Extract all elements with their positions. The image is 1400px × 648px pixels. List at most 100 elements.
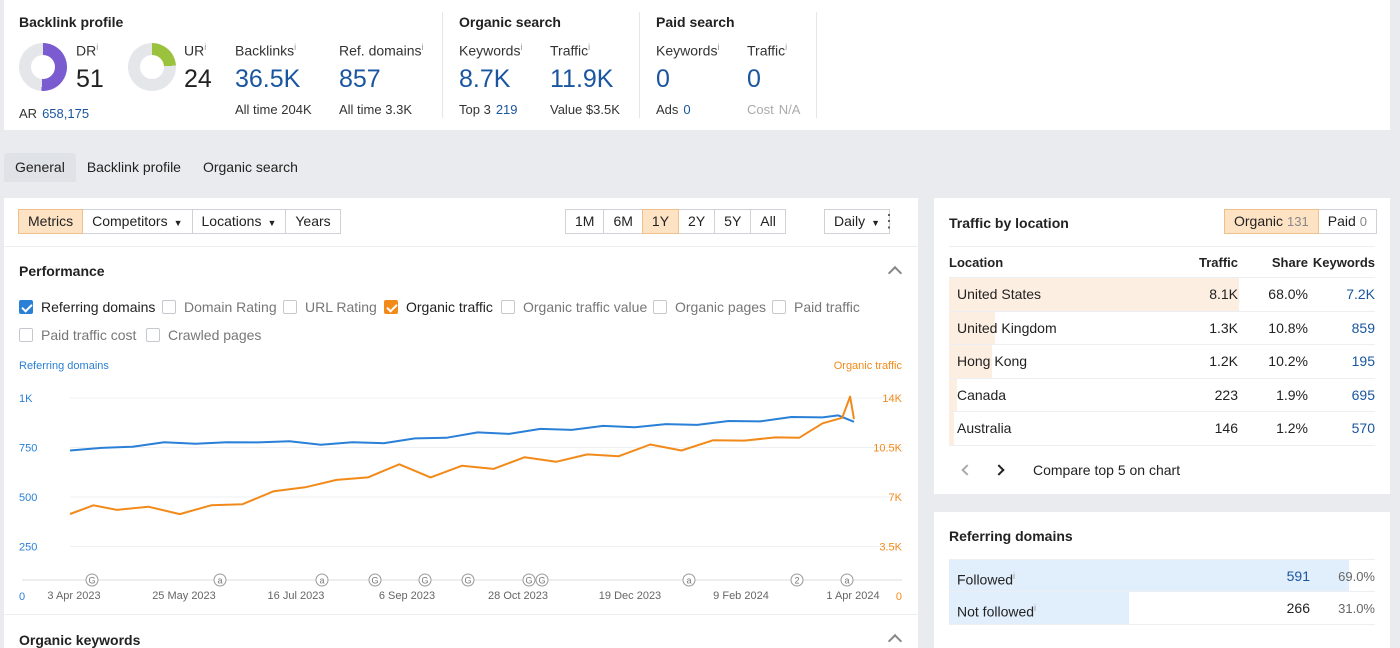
col-traffic[interactable]: Traffic — [1198, 255, 1238, 270]
next-page-icon[interactable] — [993, 464, 1005, 476]
checkbox-url-rating[interactable]: URL Rating — [283, 299, 377, 315]
x-tick-label: 16 Jul 2023 — [268, 590, 325, 602]
competitors-dropdown[interactable]: Competitors ▼ — [82, 209, 193, 234]
checkbox-referring-domains[interactable]: Referring domains — [19, 299, 155, 315]
info-icon[interactable]: i — [294, 42, 297, 52]
organic-traffic-metric[interactable]: Traffici 11.9K Value $3.5K — [550, 42, 620, 117]
info-icon[interactable]: i — [588, 42, 591, 52]
location-row[interactable]: United States 8.1K 68.0% 7.2K — [949, 278, 1375, 312]
performance-chart[interactable]: Referring domains Organic traffic 1K 14K 750… — [4, 358, 918, 608]
organic-traffic-value[interactable]: 11.9K — [550, 64, 614, 93]
collapse-chevron-icon[interactable] — [887, 633, 903, 648]
paid-traffic-value[interactable]: 0 — [747, 64, 761, 93]
annotation-label: a — [844, 576, 849, 586]
ar-value-link[interactable]: 658,175 — [42, 106, 90, 121]
organic-toggle-button[interactable]: Organic 131 — [1224, 209, 1319, 234]
location-traffic: 146 — [1214, 420, 1238, 436]
location-keywords-link[interactable]: 195 — [1351, 353, 1375, 369]
col-location[interactable]: Location — [949, 255, 1004, 270]
col-keywords[interactable]: Keywords — [1312, 255, 1375, 270]
more-options-icon[interactable]: ⋮ — [880, 211, 898, 231]
checkbox-domain-rating[interactable]: Domain Rating — [162, 299, 277, 315]
location-keywords-link[interactable]: 7.2K — [1346, 286, 1375, 302]
share-bar — [949, 412, 955, 445]
locations-label: Locations — [201, 213, 262, 229]
checkbox-paid-traffic[interactable]: Paid traffic — [772, 299, 860, 315]
info-icon[interactable]: i — [520, 42, 523, 52]
checkbox-crawled-pages[interactable]: Crawled pages — [146, 327, 261, 343]
divider — [4, 614, 918, 615]
paid-keywords-value[interactable]: 0 — [656, 64, 670, 93]
backlinks-value[interactable]: 36.5K — [235, 64, 301, 93]
followed-value-link[interactable]: 591 — [1286, 568, 1310, 584]
years-button[interactable]: Years — [285, 209, 341, 234]
range-5y-button[interactable]: 5Y — [714, 209, 752, 234]
annotation-label: G — [371, 576, 378, 586]
collapse-chevron-icon[interactable] — [887, 265, 903, 281]
checkbox-unchecked-icon — [146, 328, 160, 342]
metrics-button[interactable]: Metrics — [18, 209, 84, 234]
checkbox-organic-traffic-value[interactable]: Organic traffic value — [501, 299, 647, 315]
location-row[interactable]: United Kingdom 1.3K 10.8% 859 — [949, 311, 1375, 345]
annotation-marker — [368, 573, 382, 587]
prev-page-icon[interactable] — [961, 464, 973, 476]
interval-dropdown[interactable]: Daily ▼ — [824, 209, 891, 234]
organic-keywords-metric[interactable]: Keywordsi 8.7K Top 3 219 — [459, 42, 522, 117]
range-2y-button[interactable]: 2Y — [678, 209, 716, 234]
checkbox-organic-traffic[interactable]: Organic traffic — [384, 299, 493, 315]
location-pager: Compare top 5 on chart — [949, 462, 1180, 478]
location-row[interactable]: Hong Kong 1.2K 10.2% 195 — [949, 345, 1375, 379]
referring-domains-title: Referring domains — [949, 528, 1073, 544]
info-icon[interactable]: i — [204, 42, 207, 52]
annotation-label: a — [217, 576, 222, 586]
ur-metric[interactable]: URi 24 — [184, 42, 212, 94]
overview-panel: Metrics Competitors ▼ Locations ▼ Years 1M… — [4, 198, 918, 648]
info-icon[interactable]: i — [1013, 571, 1016, 581]
info-icon[interactable]: i — [717, 42, 720, 52]
location-row[interactable]: Canada 223 1.9% 695 — [949, 378, 1375, 412]
tab-backlink-profile[interactable]: Backlink profile — [86, 159, 181, 175]
location-row[interactable]: Australia 146 1.2% 570 — [949, 412, 1375, 446]
caret-down-icon: ▼ — [267, 218, 277, 228]
followed-label-text: Followed — [957, 571, 1014, 588]
paid-keywords-metric[interactable]: Keywordsi 0 Ads 0 — [656, 42, 719, 117]
location-traffic: 223 — [1214, 386, 1238, 403]
range-1m-button[interactable]: 1M — [565, 209, 605, 234]
x-tick-label: 28 Oct 2023 — [488, 590, 548, 602]
location-keywords-link[interactable]: 695 — [1351, 386, 1375, 403]
traffic-value-amount: $3.5K — [585, 101, 620, 117]
locations-dropdown[interactable]: Locations ▼ — [191, 209, 287, 234]
location-keywords-link[interactable]: 859 — [1351, 319, 1375, 336]
range-all-button[interactable]: All — [750, 209, 786, 234]
ads-value-link[interactable]: 0 — [683, 101, 691, 117]
ref-domains-metric[interactable]: Ref. domainsi 857 All time 3.3K — [339, 42, 423, 117]
col-share[interactable]: Share — [1271, 255, 1308, 270]
paid-traffic-metric[interactable]: Traffici 0 Cost N/A — [747, 42, 800, 117]
tab-general[interactable]: General — [4, 153, 76, 182]
location-share: 10.8% — [1268, 319, 1308, 336]
not-followed-label-text: Not followed — [957, 603, 1035, 620]
range-6m-button[interactable]: 6M — [603, 209, 643, 234]
range-1y-button[interactable]: 1Y — [641, 209, 680, 234]
ref-domains-value[interactable]: 857 — [339, 64, 381, 93]
info-icon[interactable]: i — [785, 42, 788, 52]
checkbox-paid-traffic-cost[interactable]: Paid traffic cost — [19, 327, 136, 343]
checkbox-organic-pages[interactable]: Organic pages — [653, 299, 766, 315]
info-icon[interactable]: i — [421, 42, 424, 52]
info-icon[interactable]: i — [1034, 603, 1037, 613]
backlink-profile-section: Backlink profile DRi 51 AR 658,175 URi 24… — [19, 12, 439, 121]
paid-toggle-button[interactable]: Paid 0 — [1317, 209, 1377, 234]
x-tick-label: 6 Sep 2023 — [379, 590, 435, 602]
share-bar — [949, 345, 993, 378]
dr-metric[interactable]: DRi 51 — [76, 42, 104, 94]
ur-donut-chart — [128, 43, 176, 91]
location-keywords-link[interactable]: 570 — [1351, 420, 1375, 436]
top3-value-link[interactable]: 219 — [495, 101, 518, 117]
backlinks-metric[interactable]: Backlinksi 36.5K All time 204K — [235, 42, 312, 117]
cost-value: N/A — [778, 101, 801, 117]
tab-organic-search[interactable]: Organic search — [202, 159, 298, 175]
annotation-label: a — [319, 576, 324, 586]
organic-keywords-value[interactable]: 8.7K — [459, 64, 511, 93]
info-icon[interactable]: i — [96, 42, 99, 52]
compare-top5-link[interactable]: Compare top 5 on chart — [1033, 462, 1181, 478]
